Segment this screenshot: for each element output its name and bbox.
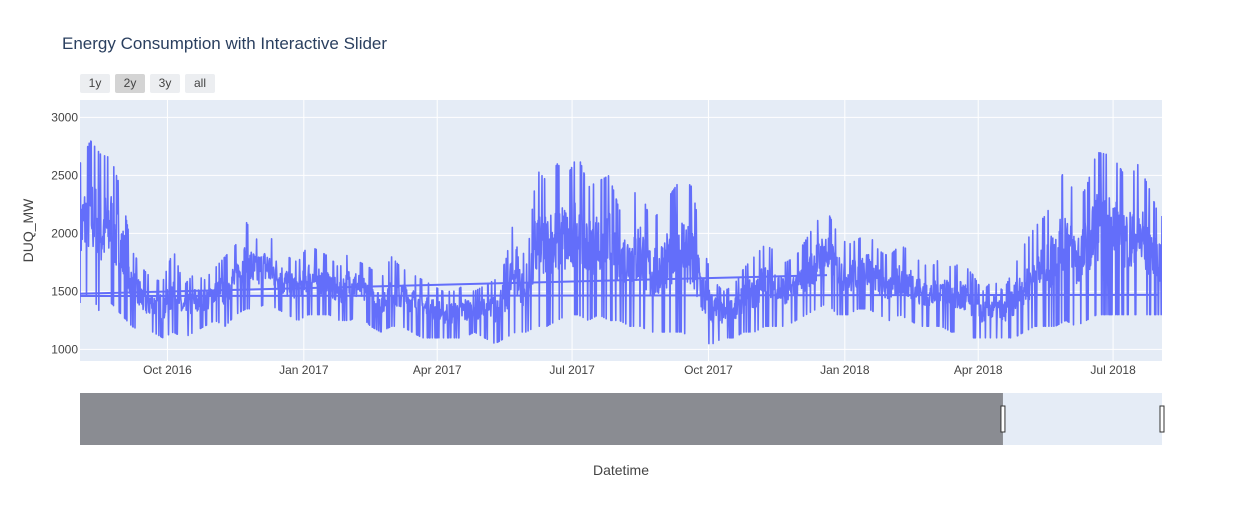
x-tick-label: Jul 2018 xyxy=(1090,363,1136,377)
range-slider-left-handle[interactable] xyxy=(1000,405,1006,433)
x-tick-label: Oct 2016 xyxy=(143,363,192,377)
y-tick-label: 3000 xyxy=(51,110,78,124)
series-line-layer xyxy=(80,140,1162,345)
x-tick-label: Jul 2017 xyxy=(549,363,595,377)
range-button-1y[interactable]: 1y xyxy=(80,74,110,93)
x-tick-label: Oct 2017 xyxy=(684,363,733,377)
x-axis-title: Datetime xyxy=(593,462,649,478)
x-tick-label: Jan 2018 xyxy=(820,363,870,377)
series-connector-line xyxy=(80,274,828,295)
x-tick-label: Apr 2018 xyxy=(954,363,1003,377)
chart-title: Energy Consumption with Interactive Slid… xyxy=(62,34,388,53)
range-slider[interactable] xyxy=(80,393,1165,445)
x-tick-label: Jan 2017 xyxy=(279,363,329,377)
y-tick-label: 2500 xyxy=(51,168,78,182)
range-button-2y[interactable]: 2y xyxy=(115,74,145,93)
range-button-all[interactable]: all xyxy=(185,74,215,93)
y-tick-label: 2000 xyxy=(51,226,78,240)
range-slider-mask xyxy=(80,393,1003,445)
y-tick-label: 1000 xyxy=(51,342,78,356)
range-button-3y[interactable]: 3y xyxy=(150,74,180,93)
range-slider-right-handle[interactable] xyxy=(1159,405,1165,433)
y-tick-label: 1500 xyxy=(51,284,78,298)
y-axis-title: DUQ_MW xyxy=(20,198,36,263)
x-tick-label: Apr 2017 xyxy=(413,363,462,377)
series-connector-line xyxy=(80,293,1160,298)
tick-labels: Oct 2016 Jan 2017 Apr 2017 Jul 2017 Oct 2017… xyxy=(51,110,1136,377)
